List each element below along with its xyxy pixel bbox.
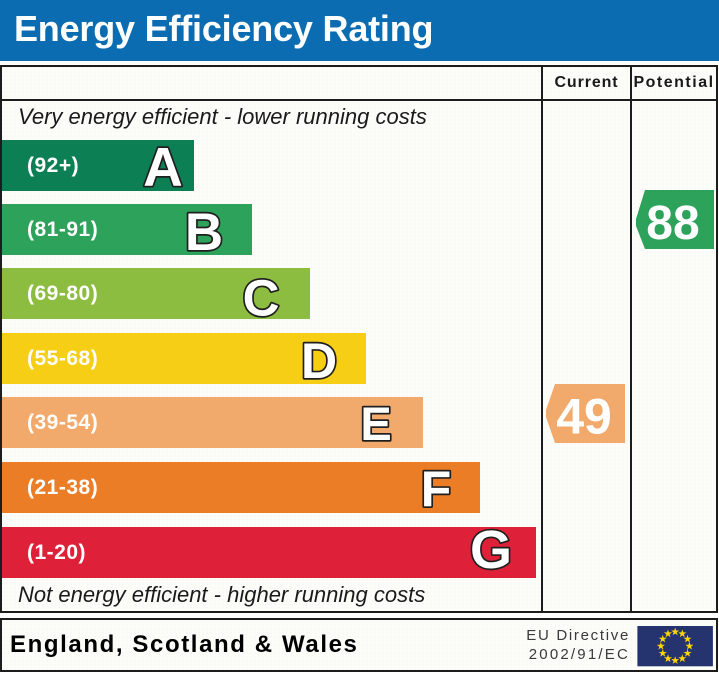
svg-text:C: C: [243, 269, 280, 326]
svg-text:A: A: [143, 136, 183, 198]
svg-text:D: D: [301, 333, 337, 389]
svg-text:E: E: [360, 397, 391, 450]
svg-text:G: G: [470, 520, 512, 580]
svg-text:F: F: [421, 461, 452, 517]
svg-text:49: 49: [556, 389, 612, 445]
svg-text:88: 88: [646, 197, 699, 250]
svg-text:B: B: [185, 203, 223, 262]
